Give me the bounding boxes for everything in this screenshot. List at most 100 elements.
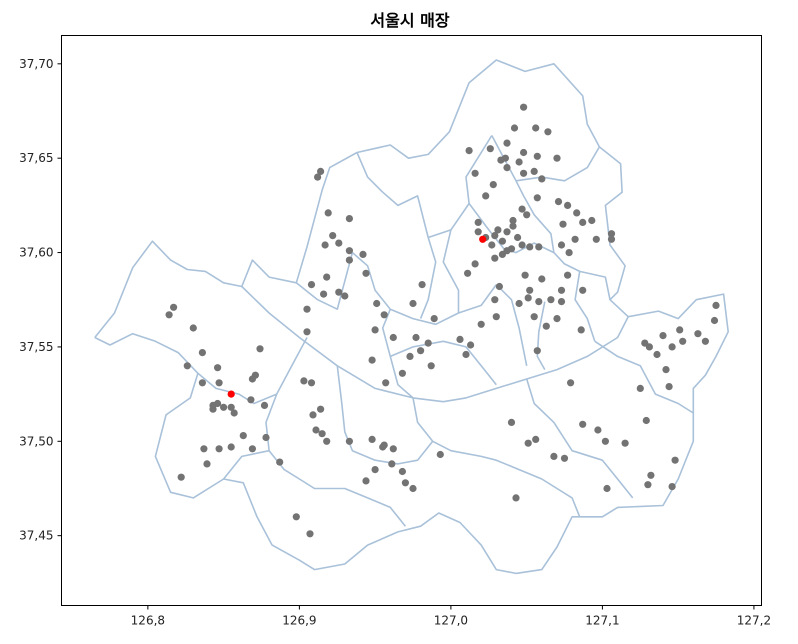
store-point-15	[471, 169, 479, 177]
x-tick-label-0: 126,8	[131, 614, 165, 628]
store-point-124	[260, 401, 269, 409]
store-point-151	[262, 433, 270, 442]
highlighted-stores	[227, 235, 487, 398]
store-point-11	[530, 167, 538, 175]
x-axis: 126,8 126,9 127,0 127,1 127,2	[131, 605, 771, 628]
store-point-61	[557, 286, 566, 294]
store-point-77	[533, 347, 541, 355]
store-point-181	[694, 330, 702, 338]
store-point-169	[621, 439, 629, 447]
store-point-111	[303, 328, 311, 336]
store-point-137	[323, 437, 331, 445]
store-point-64	[524, 294, 532, 302]
store-point-0	[520, 103, 528, 111]
store-point-95	[314, 173, 322, 181]
store-point-37	[514, 233, 522, 242]
store-point-152	[248, 445, 256, 453]
store-point-59	[471, 260, 479, 268]
store-point-19	[482, 192, 490, 200]
store-point-78	[567, 379, 575, 387]
store-point-1	[510, 124, 519, 132]
store-point-102	[345, 256, 353, 264]
district-boundary-7	[495, 284, 528, 366]
store-point-23	[554, 198, 563, 206]
store-point-133	[309, 411, 317, 419]
store-point-83	[380, 311, 388, 319]
plot-frame	[61, 35, 762, 606]
store-point-35	[491, 232, 499, 240]
district-boundary-3	[468, 203, 611, 300]
x-tick-label-3: 127,1	[585, 614, 619, 628]
store-point-109	[341, 292, 349, 300]
store-point-21	[518, 205, 526, 213]
chart-title: 서울시 매장	[370, 11, 449, 30]
store-point-142	[389, 445, 397, 453]
store-point-66	[535, 298, 543, 306]
district-boundary-14	[265, 337, 407, 527]
store-point-50	[592, 235, 600, 243]
store-point-110	[303, 305, 311, 313]
store-point-179	[676, 326, 684, 334]
store-point-178	[668, 343, 676, 351]
store-point-39	[518, 241, 526, 249]
store-point-188	[644, 481, 652, 489]
store-point-103	[321, 241, 329, 249]
store-point-10	[497, 156, 505, 164]
store-point-80	[409, 299, 417, 308]
district-boundary-16	[336, 365, 434, 465]
district-boundary-20	[427, 135, 493, 239]
store-point-187	[647, 471, 655, 479]
store-point-184	[710, 316, 719, 325]
store-point-79	[418, 281, 426, 289]
store-point-60	[491, 296, 499, 304]
store-point-91	[398, 369, 406, 377]
store-point-71	[492, 313, 500, 321]
district-boundary-13	[594, 340, 694, 414]
district-boundary-22	[381, 308, 414, 399]
store-point-115	[198, 349, 206, 357]
store-point-92	[382, 379, 390, 387]
store-point-6	[520, 148, 528, 157]
district-boundary-0	[94, 59, 729, 575]
store-point-16	[520, 169, 528, 177]
store-point-149	[409, 484, 417, 493]
store-point-44	[491, 254, 499, 262]
store-point-168	[601, 437, 610, 445]
store-point-135	[312, 426, 320, 434]
store-point-122	[248, 375, 256, 383]
store-point-118	[198, 379, 206, 387]
store-point-139	[368, 435, 376, 443]
store-point-141	[380, 441, 388, 449]
store-point-2	[532, 124, 540, 132]
store-point-49	[571, 235, 579, 243]
store-point-28	[559, 220, 567, 228]
district-boundary-12	[525, 378, 634, 499]
store-point-126	[209, 405, 217, 413]
store-point-48	[565, 249, 573, 257]
store-point-27	[579, 218, 587, 226]
store-point-52	[607, 235, 616, 243]
store-point-18	[489, 181, 497, 189]
store-point-106	[320, 290, 328, 298]
store-point-164	[550, 452, 558, 460]
store-point-38	[498, 237, 506, 245]
store-point-176	[659, 332, 667, 340]
store-point-129	[230, 409, 238, 417]
district-boundary-9	[574, 271, 596, 342]
store-point-171	[512, 494, 520, 502]
store-point-186	[642, 416, 650, 425]
store-point-90	[406, 352, 414, 360]
store-point-69	[542, 322, 550, 330]
store-point-113	[170, 303, 178, 311]
store-point-114	[189, 324, 197, 332]
store-point-31	[494, 226, 502, 234]
store-point-74	[467, 341, 475, 349]
y-tick-label-4: 37,65	[19, 151, 53, 165]
store-point-98	[345, 215, 353, 223]
store-point-67	[557, 298, 566, 306]
store-point-55	[538, 275, 546, 283]
store-point-158	[276, 458, 284, 466]
store-point-175	[653, 350, 661, 359]
store-point-156	[203, 460, 211, 468]
